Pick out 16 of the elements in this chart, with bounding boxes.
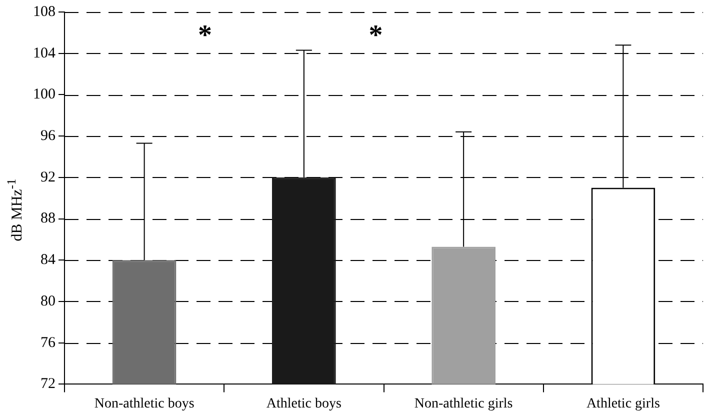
y-tick-label: 104 xyxy=(33,45,56,62)
y-tick-label: 76 xyxy=(40,334,56,351)
y-tick-label: 100 xyxy=(33,86,56,103)
x-tick-label: Athletic girls xyxy=(586,396,660,412)
y-tick-label: 72 xyxy=(40,376,56,392)
y-tick-label: 108 xyxy=(33,4,56,20)
annotation: * xyxy=(368,20,383,51)
y-tick-label: 84 xyxy=(40,252,56,268)
x-tick-label: Non-athletic boys xyxy=(94,396,194,412)
y-tick-label: 80 xyxy=(40,293,56,310)
y-tick-label: 88 xyxy=(40,210,56,227)
x-tick-label: Non-athletic girls xyxy=(414,396,513,412)
y-tick-label: 92 xyxy=(40,169,56,186)
annotation: * xyxy=(198,20,212,51)
x-tick-label: Athletic boys xyxy=(266,396,342,412)
y-tick-label: 96 xyxy=(40,128,56,144)
